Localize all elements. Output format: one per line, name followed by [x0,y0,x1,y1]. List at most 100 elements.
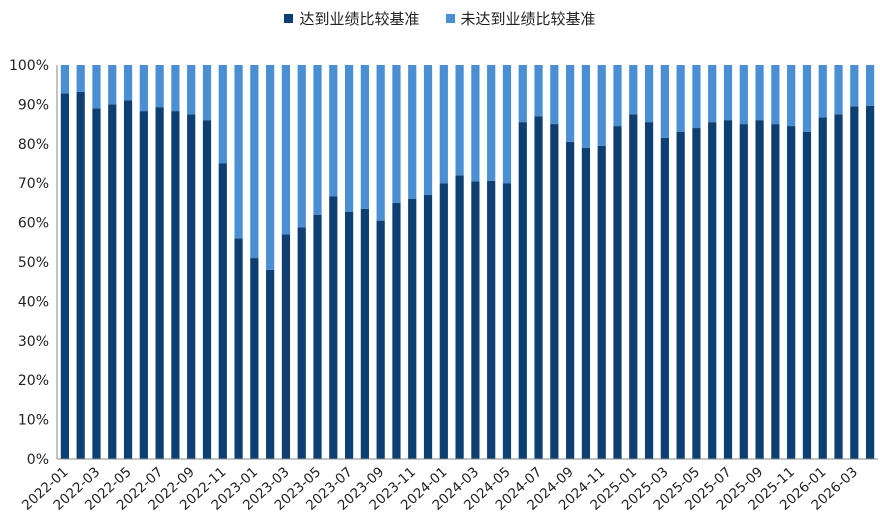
bar-not-met [250,65,259,259]
y-tick-label: 100% [9,58,49,74]
bar-met [455,175,464,459]
bar-met [281,234,291,459]
bar-not-met [534,65,543,117]
y-tick-label: 20% [18,373,49,389]
bar-not-met [171,65,180,112]
bar-met [344,211,354,459]
bar-met [771,124,780,459]
bar-not-met [802,65,812,132]
bar-met [471,181,480,460]
bar-not-met [487,65,496,181]
bar-met [123,100,133,460]
bar-met [187,114,196,459]
bar-not-met [266,65,275,270]
legend-swatch-met [284,14,294,23]
bar-met [376,220,385,459]
bar-not-met [518,65,527,123]
bar-met [723,120,733,459]
bar-met [518,122,527,459]
bar-not-met [76,65,85,92]
bar-not-met [202,65,212,121]
bar-not-met [60,65,69,94]
bar-met [739,124,748,459]
bar-not-met [850,65,859,107]
bar-not-met [676,65,685,132]
bar-met [644,122,654,459]
bar-met [266,269,275,459]
bar-met [866,105,875,459]
y-tick-label: 80% [18,137,49,153]
bar-not-met [739,65,748,125]
y-tick-label: 10% [18,413,49,429]
bar-met [92,108,101,459]
bar-met [692,128,701,460]
bar-met [234,238,243,459]
bar-not-met [313,65,322,215]
bar-not-met [660,65,669,138]
bar-met [250,258,259,459]
bar-met [502,183,512,459]
bar-not-met [187,65,196,115]
bar-met [423,195,433,459]
bar-not-met [471,65,480,182]
bar-not-met [218,65,227,164]
bar-not-met [692,65,701,129]
bar-not-met [502,65,512,184]
bar-not-met [297,65,306,228]
legend-item-not-met: 未达到业绩比较基准 [445,8,596,29]
legend-item-met: 达到业绩比较基准 [284,8,420,29]
y-tick-label: 0% [27,452,49,468]
bar-not-met [92,65,101,109]
bar-not-met [771,65,780,125]
bar-met [834,114,843,459]
bar-met [360,208,369,459]
bar-not-met [423,65,433,196]
bar-met [613,126,622,459]
bar-not-met [329,65,338,197]
bar-met [787,126,796,459]
bar-not-met [408,65,417,199]
bar-met [155,107,164,460]
bar-not-met [439,65,448,184]
y-tick-label: 90% [18,97,49,113]
bar-met [297,227,306,459]
y-tick-label: 50% [18,255,49,271]
bar-met [139,111,148,460]
bar-met [802,131,812,460]
bar-met [850,106,859,460]
bar-not-met [455,65,464,176]
y-tick-label: 40% [18,294,49,310]
bar-met [708,122,717,459]
bar-not-met [376,65,385,221]
bar-not-met [581,65,591,148]
bar-not-met [281,65,291,235]
bar-not-met [344,65,354,212]
bar-not-met [139,65,148,112]
bar-met [392,202,401,459]
bar-met [534,116,543,459]
bar-not-met [787,65,796,127]
bar-met [329,196,338,459]
bar-met [218,163,227,459]
bar-met [629,114,638,459]
bar-not-met [234,65,243,239]
bar-not-met [629,65,638,115]
bar-met [202,120,212,459]
bar-met [581,147,591,460]
bar-not-met [755,65,764,121]
bar-met [676,131,685,460]
bar-met [108,104,117,460]
bar-met [439,183,448,459]
bar-met [597,145,606,459]
bar-not-met [108,65,117,105]
bar-met [660,137,669,459]
bar-met [408,198,417,459]
bar-met [818,117,827,459]
bar-met [550,124,559,459]
bar-not-met [834,65,843,115]
y-tick-label: 70% [18,176,49,192]
bar-not-met [566,65,575,142]
bar-met [755,120,764,459]
